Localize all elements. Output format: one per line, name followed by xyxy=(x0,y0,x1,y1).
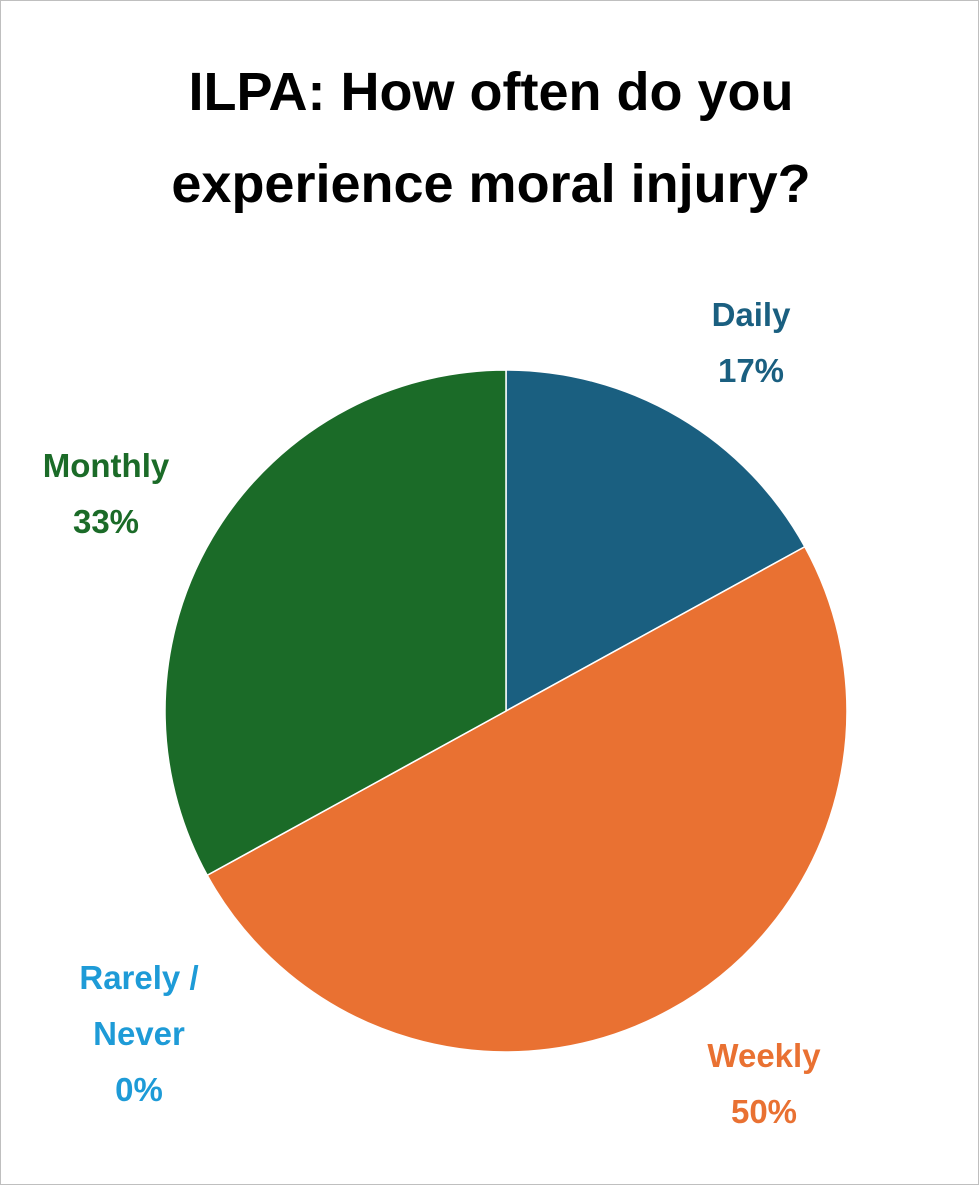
pie-slice xyxy=(505,369,806,713)
value-label: 50% xyxy=(730,1093,798,1130)
value-label: 0% xyxy=(115,1071,163,1108)
data-label: Rarely / Never 0% xyxy=(54,950,224,1118)
data-label: Monthly 33% xyxy=(21,438,191,550)
category-label: Monthly xyxy=(42,447,170,484)
value-label: 33% xyxy=(72,503,140,540)
category-label: Weekly xyxy=(707,1037,821,1074)
chart-title: ILPA: How often do you experience moral … xyxy=(171,62,811,214)
category-label: Daily xyxy=(711,296,791,333)
pie-slice xyxy=(206,545,848,1053)
data-label: Weekly 50% xyxy=(679,1028,849,1140)
category-label: Rarely / Never xyxy=(79,959,199,1052)
pie-slice xyxy=(164,369,507,877)
value-label: 17% xyxy=(717,352,785,389)
data-label: Daily 17% xyxy=(666,287,836,399)
